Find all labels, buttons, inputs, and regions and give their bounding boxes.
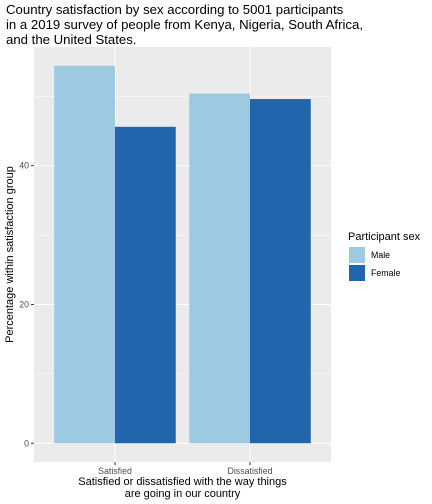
x-axis-title-line: Satisfied or dissatisfied with the way t… — [78, 476, 287, 488]
legend: Participant sex Male Female — [348, 231, 421, 281]
x-axis-title-line: are going in our country — [125, 488, 241, 500]
y-tick-label: 0 — [24, 438, 29, 448]
x-tick-label: Dissatisfied — [228, 466, 273, 476]
bar-male-dissatisfied — [189, 93, 250, 444]
legend-title: Participant sex — [348, 231, 421, 243]
legend-key-female — [349, 265, 365, 281]
legend-label-female: Female — [371, 268, 400, 278]
bar-female-dissatisfied — [250, 99, 311, 444]
x-axis-title: Satisfied or dissatisfied with the way t… — [78, 476, 287, 500]
title-line-3: and the United States. — [6, 32, 137, 47]
y-tick-label: 40 — [19, 161, 29, 171]
chart-title: Country satisfaction by sex according to… — [6, 2, 363, 47]
legend-key-male — [349, 247, 365, 263]
y-axis-title: Percentage within satisfaction group — [4, 166, 16, 343]
x-tick-label: Satisfied — [98, 466, 132, 476]
title-line-1: Country satisfaction by sex according to… — [6, 2, 344, 17]
legend-label-male: Male — [371, 250, 390, 260]
y-axis: 0 20 40 — [19, 161, 34, 448]
y-tick-label: 20 — [19, 299, 29, 309]
title-line-2: in a 2019 survey of people from Kenya, N… — [6, 17, 363, 32]
bar-male-satisfied — [54, 65, 115, 444]
legend-items: Male Female — [349, 247, 400, 281]
bars — [54, 65, 311, 444]
bar-female-satisfied — [115, 126, 176, 444]
x-axis: Satisfied Dissatisfied — [98, 462, 273, 476]
